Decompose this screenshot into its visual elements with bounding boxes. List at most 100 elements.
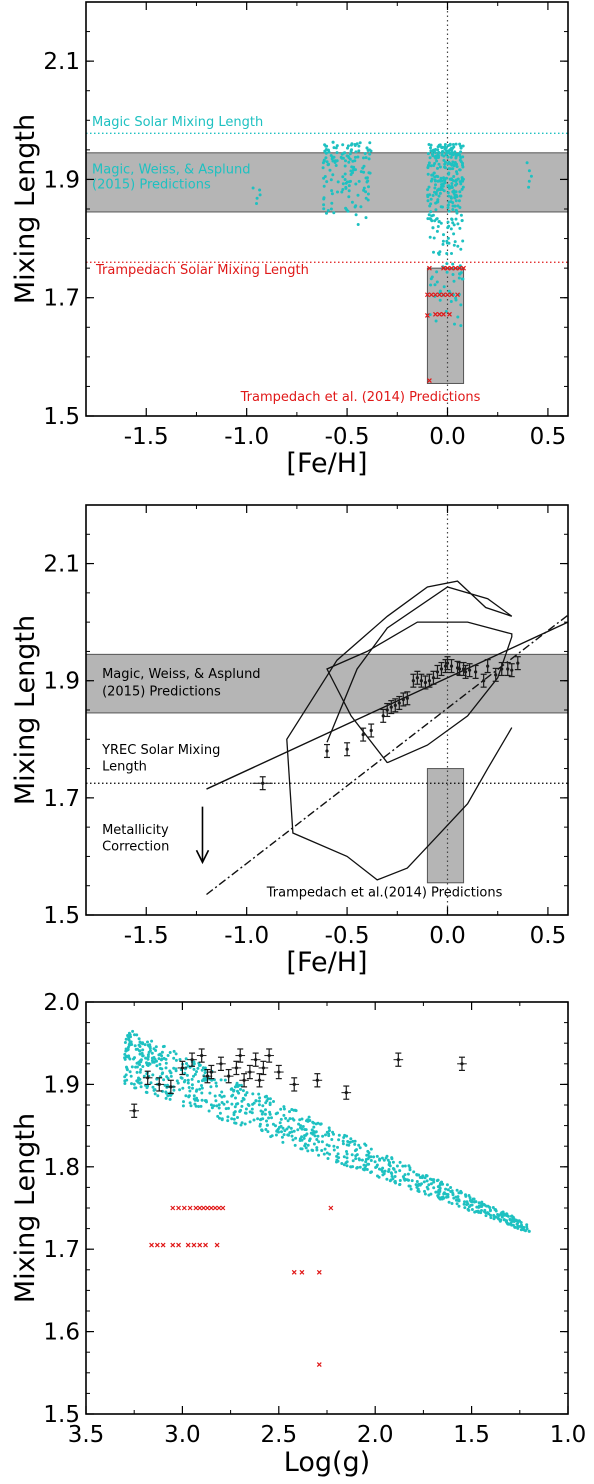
magic-point bbox=[415, 1180, 419, 1183]
error-bar-marker bbox=[460, 1062, 464, 1066]
magic-point bbox=[284, 1116, 288, 1120]
magic-point bbox=[476, 1209, 480, 1213]
error-bar-marker bbox=[257, 1078, 262, 1082]
magic-point bbox=[358, 141, 362, 145]
magic-point bbox=[489, 1216, 493, 1220]
magic-point bbox=[129, 1074, 133, 1078]
magic-point bbox=[435, 159, 439, 163]
error-bar-marker bbox=[463, 670, 468, 674]
magic-point bbox=[445, 1195, 448, 1199]
magic-point bbox=[491, 1206, 495, 1209]
trampedach-point bbox=[185, 1242, 191, 1248]
error-bar-marker bbox=[389, 705, 393, 709]
y-tick-label: 1.7 bbox=[43, 286, 80, 312]
magic-point bbox=[322, 184, 326, 188]
magic-point bbox=[438, 191, 442, 195]
magic-point bbox=[343, 151, 347, 155]
magic-point bbox=[343, 172, 347, 176]
magic-point bbox=[421, 1174, 425, 1178]
plot-area bbox=[86, 505, 568, 915]
magic-point bbox=[500, 1211, 504, 1215]
magic-point bbox=[231, 1093, 235, 1097]
magic-point bbox=[230, 1102, 234, 1106]
magic-point bbox=[429, 143, 433, 147]
magic-point bbox=[340, 156, 344, 160]
magic-point bbox=[185, 1073, 189, 1077]
magic-point bbox=[353, 1139, 357, 1143]
magic-point bbox=[330, 157, 334, 161]
magic-point bbox=[335, 159, 339, 163]
error-bar-marker bbox=[435, 670, 440, 674]
magic-point bbox=[125, 1068, 129, 1072]
magic-point bbox=[276, 1111, 279, 1115]
magic-point bbox=[426, 152, 430, 156]
magic-point bbox=[367, 1162, 371, 1166]
magic-point bbox=[265, 1094, 268, 1098]
magic-point bbox=[352, 168, 355, 172]
error-bar-marker bbox=[494, 673, 498, 677]
magic-point bbox=[448, 143, 452, 147]
magic-point bbox=[451, 262, 455, 266]
annotation-3: Trampedach Solar Mixing Length bbox=[95, 263, 309, 278]
trampedach-point bbox=[447, 311, 452, 317]
magic-point bbox=[349, 143, 353, 147]
magic-point bbox=[347, 184, 351, 188]
magic-point bbox=[144, 1090, 148, 1094]
magic-point bbox=[257, 1099, 261, 1103]
magic-point bbox=[125, 1055, 129, 1059]
magic-point bbox=[415, 1173, 419, 1177]
magic-point bbox=[439, 205, 443, 209]
magic-point bbox=[246, 1103, 250, 1106]
magic-point bbox=[218, 1116, 221, 1120]
magic-point bbox=[403, 1173, 407, 1177]
magic-point bbox=[136, 1047, 139, 1051]
magic-point bbox=[437, 1188, 441, 1192]
magic-point bbox=[366, 198, 370, 202]
magic-point bbox=[479, 1211, 483, 1215]
trampedach-point bbox=[433, 292, 438, 298]
magic-point bbox=[324, 148, 328, 151]
x-tick-label: 2.0 bbox=[357, 1422, 394, 1448]
magic-point bbox=[336, 1145, 339, 1149]
magic-point bbox=[146, 1040, 149, 1044]
magic-point bbox=[453, 240, 457, 244]
magic-point bbox=[347, 195, 351, 199]
magic-point bbox=[257, 1103, 261, 1107]
magic-point bbox=[174, 1069, 178, 1073]
error-bar-point bbox=[393, 1052, 404, 1067]
magic-point bbox=[358, 1158, 361, 1162]
magic-point bbox=[159, 1058, 163, 1062]
magic-point bbox=[427, 213, 431, 217]
magic-point bbox=[272, 1100, 275, 1103]
magic-point bbox=[320, 1140, 324, 1144]
magic-point bbox=[209, 1103, 213, 1107]
magic-point bbox=[452, 164, 456, 168]
magic-point bbox=[148, 1045, 152, 1049]
magic-point bbox=[519, 1221, 523, 1224]
magic-point bbox=[214, 1099, 218, 1103]
error-bar-point bbox=[422, 675, 429, 690]
magic-point bbox=[329, 178, 333, 182]
magic-point bbox=[334, 164, 338, 167]
magic-point bbox=[278, 1121, 282, 1125]
magic-point bbox=[325, 180, 329, 184]
magic-point bbox=[248, 1120, 252, 1124]
magic-point bbox=[172, 1049, 176, 1053]
magic-point bbox=[459, 324, 463, 328]
magic-point bbox=[200, 1068, 204, 1072]
magic-point bbox=[435, 217, 439, 221]
magic-point bbox=[266, 1130, 270, 1134]
error-bar-marker bbox=[344, 1091, 348, 1095]
magic-point bbox=[349, 1137, 353, 1141]
magic-point bbox=[144, 1056, 148, 1060]
magic-point bbox=[344, 186, 348, 190]
error-bar-marker bbox=[427, 679, 432, 683]
magic-point bbox=[425, 1185, 429, 1189]
magic-point bbox=[332, 146, 336, 150]
magic-point bbox=[209, 1085, 213, 1089]
trampedach-point bbox=[149, 1242, 154, 1248]
magic-point bbox=[353, 143, 357, 146]
error-bar-point bbox=[223, 1068, 234, 1084]
magic-point bbox=[429, 164, 433, 168]
magic-point bbox=[449, 1186, 453, 1189]
